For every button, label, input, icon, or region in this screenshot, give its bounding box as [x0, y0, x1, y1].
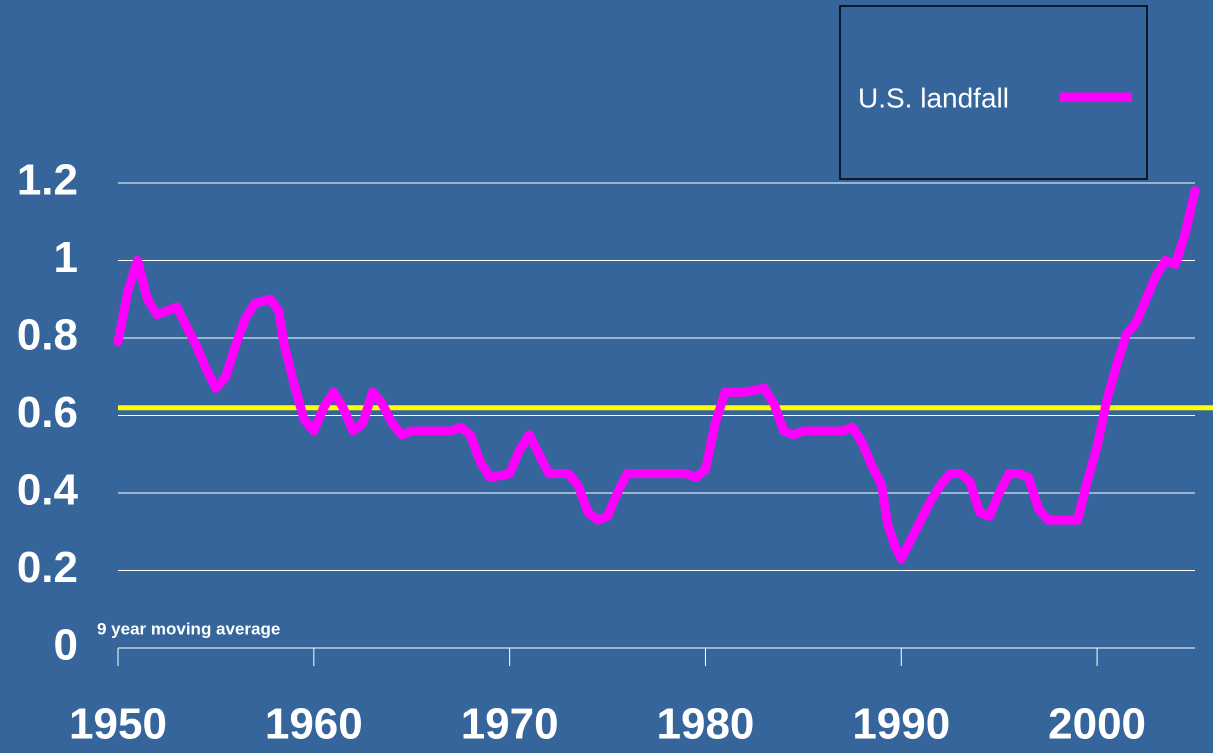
legend-box — [839, 5, 1148, 180]
x-tick-label: 1970 — [461, 700, 559, 749]
legend-label: U.S. landfall — [858, 82, 1009, 113]
y-tick-label: 1 — [54, 233, 78, 282]
y-tick-label: 0.2 — [17, 543, 78, 592]
x-tick-label: 2000 — [1048, 700, 1146, 749]
x-tick-label: 1950 — [69, 700, 167, 749]
x-tick-label: 1960 — [265, 700, 363, 749]
y-tick-label: 0 — [54, 621, 78, 670]
y-tick-label: 0.4 — [17, 466, 79, 515]
y-tick-label: 1.2 — [17, 156, 78, 205]
x-tick-label: 1990 — [852, 700, 950, 749]
y-tick-label: 0.6 — [17, 388, 78, 437]
data-line — [113, 186, 1200, 564]
annotation: 9 year moving average — [97, 619, 280, 638]
x-tick-label: 1980 — [657, 700, 755, 749]
y-tick-label: 0.8 — [17, 311, 78, 360]
